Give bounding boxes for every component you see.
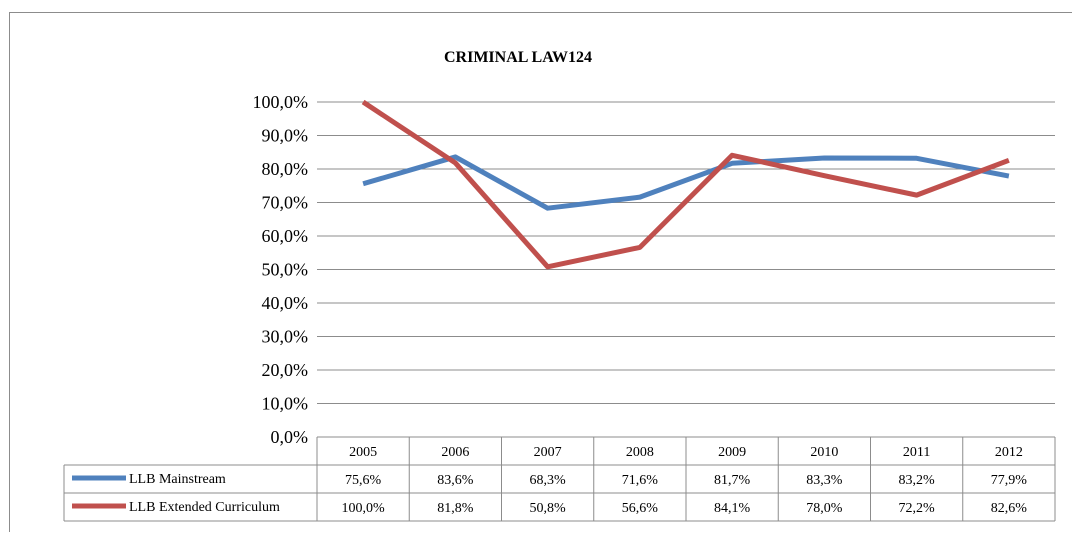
y-tick-label: 20,0%	[262, 360, 309, 380]
y-axis-ticks: 0,0% 10,0% 20,0% 30,0% 40,0% 50,0% 60,0% 70,0% 8…	[253, 92, 309, 447]
x-tick-label: 2005	[349, 445, 377, 460]
data-cell: 71,6%	[622, 473, 659, 488]
series-line	[362, 154, 1010, 211]
y-tick-label: 70,0%	[262, 193, 309, 213]
chart-frame	[9, 12, 1072, 532]
data-table: 2005 2006 2007 2008 2009 2010 2011 2012 LLB Main…	[63, 437, 1056, 522]
data-cell: 83,2%	[899, 473, 936, 488]
data-cell: 82,6%	[991, 501, 1028, 516]
data-cell: 78,0%	[806, 501, 843, 516]
x-tick-label: 2008	[626, 445, 654, 460]
data-cell: 83,6%	[437, 473, 474, 488]
chart-title: CRIMINAL LAW124	[444, 49, 592, 66]
y-tick-label: 80,0%	[262, 159, 309, 179]
series-line	[361, 99, 1010, 270]
x-tick-label: 2011	[903, 445, 930, 460]
data-cell: 56,6%	[622, 501, 659, 516]
data-cell: 50,8%	[530, 501, 567, 516]
data-cell: 68,3%	[530, 473, 567, 488]
y-tick-label: 50,0%	[262, 260, 309, 280]
y-tick-label: 40,0%	[262, 293, 309, 313]
y-tick-label: 10,0%	[262, 394, 309, 414]
data-cell: 77,9%	[991, 473, 1028, 488]
x-tick-label: 2007	[534, 445, 562, 460]
legend-label: LLB Extended Curriculum	[129, 500, 280, 515]
data-cell: 81,8%	[437, 501, 474, 516]
y-tick-label: 90,0%	[262, 126, 309, 146]
x-tick-label: 2012	[995, 445, 1023, 460]
y-tick-label: 30,0%	[262, 327, 309, 347]
data-cell: 72,2%	[899, 501, 936, 516]
legend-label: LLB Mainstream	[129, 472, 226, 487]
data-cell: 100,0%	[342, 501, 386, 516]
y-tick-label: 100,0%	[253, 92, 309, 112]
x-tick-label: 2010	[810, 445, 838, 460]
data-cell: 81,7%	[714, 473, 751, 488]
y-tick-label: 60,0%	[262, 226, 309, 246]
data-cell: 84,1%	[714, 501, 751, 516]
x-tick-label: 2009	[718, 445, 746, 460]
y-tick-label: 0,0%	[271, 427, 309, 447]
x-tick-label: 2006	[441, 445, 469, 460]
data-cell: 83,3%	[806, 473, 843, 488]
series-lines	[361, 99, 1010, 270]
gridlines	[317, 101, 1055, 438]
data-cell: 75,6%	[345, 473, 382, 488]
